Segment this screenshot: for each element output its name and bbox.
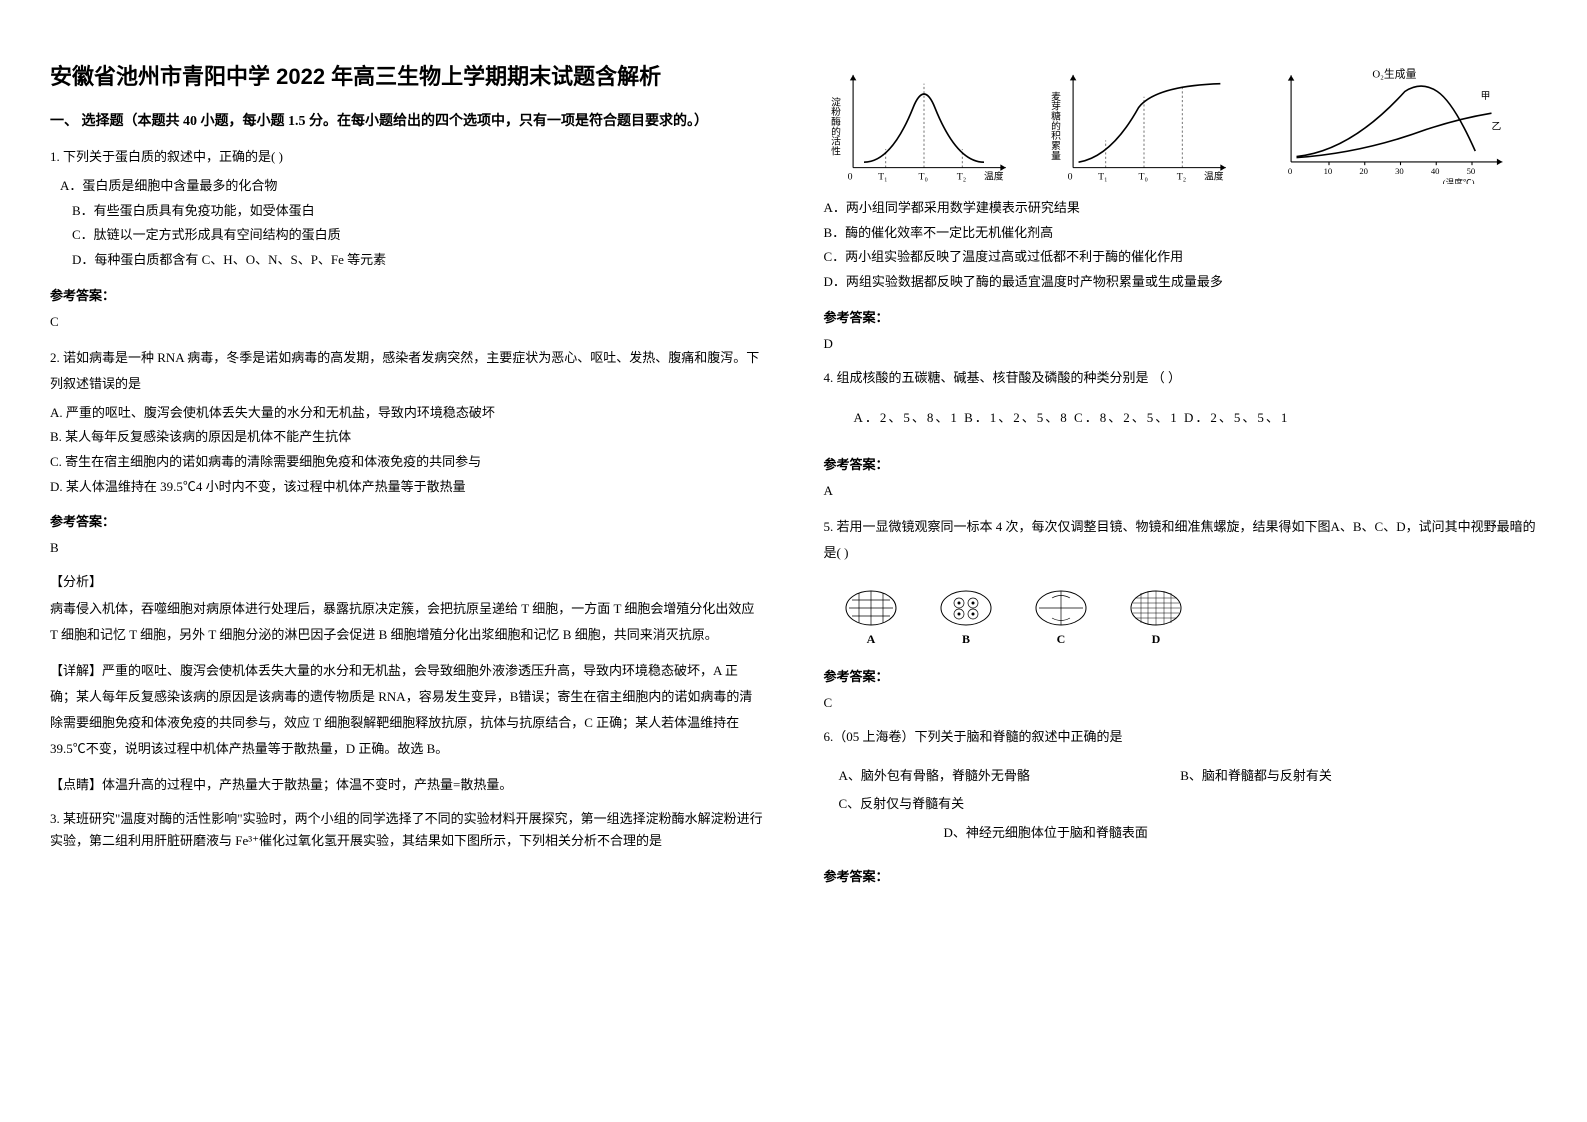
q3-answer: D (824, 332, 1538, 357)
svg-text:20: 20 (1359, 166, 1368, 176)
microscope-label-c: C (1057, 632, 1066, 647)
q5-answer: C (824, 691, 1538, 716)
question-3-intro: 3. 某班研究"温度对酶的活性影响"实验时，两个小组的同学选择了不同的实验材料开… (50, 808, 764, 856)
microscope-b: B (939, 588, 994, 647)
svg-text:温度: 温度 (984, 170, 1004, 183)
svg-text:10: 10 (1323, 166, 1332, 176)
q6-text: 6.（05 上海卷）下列关于脑和脊髓的叙述中正确的是 (824, 725, 1538, 750)
svg-text:温度: 温度 (1204, 170, 1224, 183)
q6-option-c: C、反射仅与脊髓有关 (824, 790, 1181, 819)
q4-options: A．2、5、8、1 B．1、2、5、8 C．8、2、5、1 D．2、5、5、1 (824, 406, 1538, 431)
q1-option-b: B．有些蛋白质具有免疫功能，如受体蛋白 (50, 199, 764, 224)
question-2: 2. 诺如病毒是一种 RNA 病毒，冬季是诺如病毒的高发期，感染者发病突然，主要… (50, 345, 764, 500)
svg-text:30: 30 (1395, 166, 1404, 176)
svg-text:T₀: T₀ (1138, 172, 1147, 183)
svg-text:T₂: T₂ (956, 172, 965, 183)
svg-text:O₂生成量: O₂生成量 (1372, 66, 1416, 80)
svg-text:40: 40 (1430, 166, 1439, 176)
svg-text:0: 0 (1287, 166, 1291, 176)
q5-answer-label: 参考答案： (824, 666, 1538, 685)
q3-option-a: A．两小组同学都采用数学建模表示研究结果 (824, 196, 1538, 221)
q1-text: 1. 下列关于蛋白质的叙述中，正确的是( ) (50, 145, 764, 170)
q1-answer-label: 参考答案： (50, 285, 764, 304)
chart-3: O₂生成量 甲 乙 0 10 20 30 40 50 (温度℃) (1264, 64, 1524, 184)
question-3-options: A．两小组同学都采用数学建模表示研究结果 B．酶的催化效率不一定比无机催化剂高 … (824, 196, 1538, 295)
chart2-label: 乙 (1138, 183, 1149, 184)
q1-option-d: D．每种蛋白质都含有 C、H、O、N、S、P、Fe 等元素 (50, 248, 764, 273)
q2-analysis: 病毒侵入机体，吞噬细胞对病原体进行处理后，暴露抗原决定簇，会把抗原呈递给 T 细… (50, 596, 764, 648)
svg-text:乙: 乙 (1491, 120, 1501, 132)
q3-option-d: D．两组实验数据都反映了酶的最适宜温度时产物积累量或生成量最多 (824, 270, 1538, 295)
svg-text:0: 0 (847, 172, 852, 183)
svg-text:(温度℃): (温度℃) (1442, 177, 1474, 184)
q2-tip: 【点睛】体温升高的过程中，产热量大于散热量；体温不变时，产热量=散热量。 (50, 772, 764, 798)
q3-option-b: B．酶的催化效率不一定比无机催化剂高 (824, 221, 1538, 246)
svg-text:T₁: T₁ (878, 172, 887, 183)
microscope-label-b: B (962, 632, 970, 647)
q2-option-d: D. 某人体温维持在 39.5℃4 小时内不变，该过程中机体产热量等于散热量 (50, 475, 764, 500)
q1-option-c: C．肽链以一定方式形成具有空间结构的蛋白质 (50, 223, 764, 248)
microscope-c: C (1034, 588, 1089, 647)
microscope-a: A (844, 588, 899, 647)
q4-answer: A (824, 479, 1538, 504)
q2-analysis-label: 【分析】 (50, 571, 764, 590)
q3-charts: 淀粉酶的活性 0 T₁ T₀ T₂ 温度 甲 麦芽糖的积累量 0 (824, 64, 1538, 184)
q3-text: 3. 某班研究"温度对酶的活性影响"实验时，两个小组的同学选择了不同的实验材料开… (50, 808, 764, 852)
q1-option-a: A．蛋白质是细胞中含量最多的化合物 (50, 174, 764, 199)
microscope-images: A B C (844, 588, 1538, 647)
question-5: 5. 若用一显微镜观察同一标本 4 次，每次仅调整目镜、物镜和细准焦螺旋，结果得… (824, 514, 1538, 570)
left-column: 安徽省池州市青阳中学 2022 年高三生物上学期期末试题含解析 一、 选择题（本… (50, 60, 764, 1062)
q2-text: 2. 诺如病毒是一种 RNA 病毒，冬季是诺如病毒的高发期，感染者发病突然，主要… (50, 345, 764, 397)
q6-option-d: D、神经元细胞体位于脑和脊髓表面 (824, 819, 1538, 848)
q6-option-b: B、脑和脊髓都与反射有关 (1180, 762, 1537, 791)
q3-option-c: C．两小组实验都反映了温度过高或过低都不利于酶的催化作用 (824, 245, 1538, 270)
q2-option-a: A. 严重的呕吐、腹泻会使机体丢失大量的水分和无机盐，导致内环境稳态破坏 (50, 401, 764, 426)
q3-answer-label: 参考答案： (824, 307, 1538, 326)
q2-answer-label: 参考答案： (50, 511, 764, 530)
microscope-label-a: A (867, 632, 876, 647)
q2-option-b: B. 某人每年反复感染该病的原因是机体不能产生抗体 (50, 425, 764, 450)
chart-2: 麦芽糖的积累量 0 T₁ T₀ T₂ 温度 乙 (1044, 64, 1244, 184)
microscope-label-d: D (1152, 632, 1161, 647)
microscope-d: D (1129, 588, 1184, 647)
svg-text:T₁: T₁ (1098, 172, 1107, 183)
svg-text:麦芽糖的积累量: 麦芽糖的积累量 (1049, 91, 1061, 160)
q6-option-a: A、脑外包有骨骼，脊髓外无骨骼 (824, 762, 1181, 791)
q4-answer-label: 参考答案： (824, 454, 1538, 473)
section-header: 一、 选择题（本题共 40 小题，每小题 1.5 分。在每小题给出的四个选项中，… (50, 111, 764, 133)
chart-1: 淀粉酶的活性 0 T₁ T₀ T₂ 温度 甲 (824, 64, 1024, 184)
svg-text:甲: 甲 (1480, 91, 1490, 102)
q5-text: 5. 若用一显微镜观察同一标本 4 次，每次仅调整目镜、物镜和细准焦螺旋，结果得… (824, 514, 1538, 566)
question-4: 4. 组成核酸的五碳糖、碱基、核苷酸及磷酸的种类分别是 （ ） A．2、5、8、… (824, 366, 1538, 430)
right-column: 淀粉酶的活性 0 T₁ T₀ T₂ 温度 甲 麦芽糖的积累量 0 (824, 60, 1538, 1062)
q4-text: 4. 组成核酸的五碳糖、碱基、核苷酸及磷酸的种类分别是 （ ） (824, 366, 1538, 391)
q6-answer-label: 参考答案： (824, 866, 1538, 885)
q2-option-c: C. 寄生在宿主细胞内的诺如病毒的清除需要细胞免疫和体液免疫的共同参与 (50, 450, 764, 475)
question-1: 1. 下列关于蛋白质的叙述中，正确的是( ) A．蛋白质是细胞中含量最多的化合物… (50, 145, 764, 272)
svg-text:淀粉酶的活性: 淀粉酶的活性 (829, 95, 841, 156)
q6-options: A、脑外包有骨骼，脊髓外无骨骼 B、脑和脊髓都与反射有关 C、反射仅与脊髓有关 … (824, 762, 1538, 848)
q2-detail: 【详解】严重的呕吐、腹泻会使机体丢失大量的水分和无机盐，会导致细胞外液渗透压升高… (50, 658, 764, 762)
q2-answer: B (50, 536, 764, 561)
q1-answer: C (50, 310, 764, 335)
svg-text:T₂: T₂ (1176, 172, 1185, 183)
svg-text:T₀: T₀ (918, 172, 927, 183)
svg-text:0: 0 (1067, 172, 1072, 183)
svg-text:50: 50 (1466, 166, 1475, 176)
document-title: 安徽省池州市青阳中学 2022 年高三生物上学期期末试题含解析 (50, 60, 764, 93)
question-6: 6.（05 上海卷）下列关于脑和脊髓的叙述中正确的是 A、脑外包有骨骼，脊髓外无… (824, 725, 1538, 847)
